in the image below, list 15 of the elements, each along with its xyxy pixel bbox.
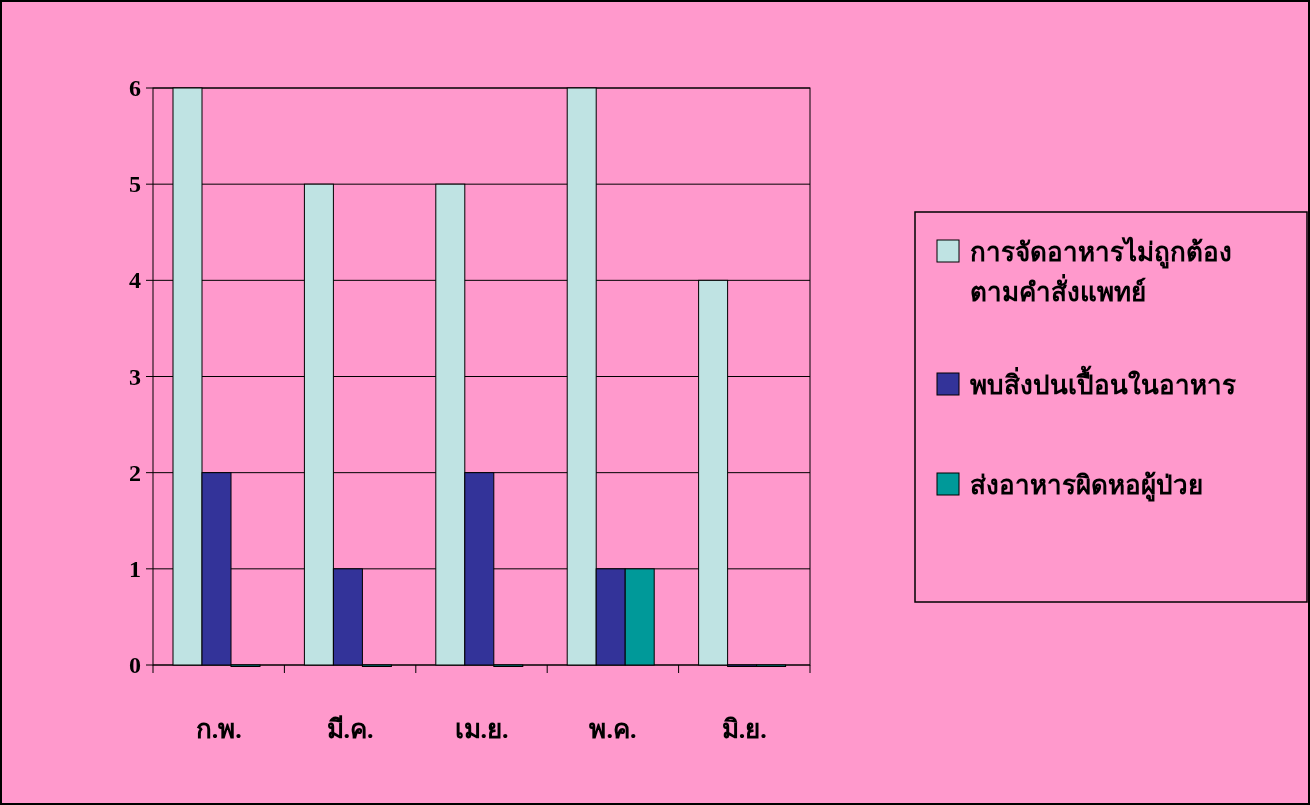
y-tick-label: 2 <box>129 459 141 486</box>
legend-label: พบสิ่งปนเปื้อนในอาหาร <box>970 365 1236 400</box>
legend-label: การจัดอาหารไม่ถูกต้อง ตามคำสั่งแพทย์ <box>970 236 1232 307</box>
legend-label: ส่งอาหารผิดหอผู้ป่วย <box>970 471 1203 502</box>
y-tick-label: 6 <box>129 75 141 101</box>
x-tick-label: พ.ค. <box>589 715 637 744</box>
y-tick-label: 1 <box>129 555 141 582</box>
x-tick-label: มี.ค. <box>326 715 374 744</box>
x-tick-label: มิ.ย. <box>721 715 767 744</box>
y-tick-label: 4 <box>129 267 141 294</box>
x-tick-label: เม.ย. <box>454 715 509 744</box>
x-tick-label: ก.พ. <box>195 715 242 744</box>
y-tick-label: 5 <box>129 171 141 198</box>
y-tick-label: 3 <box>129 363 141 390</box>
y-tick-label: 0 <box>129 652 141 678</box>
